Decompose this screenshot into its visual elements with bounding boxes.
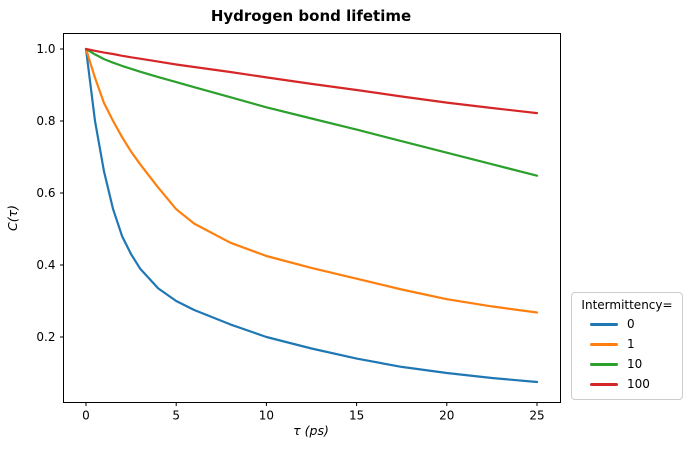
x-tick-label: 20 xyxy=(439,409,454,423)
curves xyxy=(84,47,539,384)
curve-intermittency-100 xyxy=(84,47,539,115)
curve-intermittency-10 xyxy=(84,47,539,177)
legend-entry: 1 xyxy=(578,334,676,354)
legend-entry: 100 xyxy=(578,374,676,394)
legend-entry: 0 xyxy=(578,314,676,334)
legend-line-swatch-icon xyxy=(590,382,618,386)
curve-intermittency-0 xyxy=(84,47,539,384)
y-tick-label: 0.2 xyxy=(36,330,55,344)
y-tick-label: 0.6 xyxy=(36,186,55,200)
chart-title: Hydrogen bond lifetime xyxy=(211,7,411,25)
y-tick-label: 0.4 xyxy=(36,258,55,272)
axes-frame xyxy=(63,33,561,403)
legend-line-swatch-icon xyxy=(590,342,618,346)
x-axis-label: τ (ps) xyxy=(293,423,329,438)
x-tick-label: 15 xyxy=(349,409,364,423)
legend-entry-label: 1 xyxy=(627,337,635,351)
x-tick-label: 0 xyxy=(82,409,90,423)
legend: Intermittency= 0 1 10 100 xyxy=(571,292,683,400)
x-tick-label: 5 xyxy=(172,409,180,423)
y-tick-label: 1.0 xyxy=(36,42,55,56)
legend-entry-label: 10 xyxy=(627,357,643,371)
legend-line-swatch-icon xyxy=(590,362,618,366)
legend-entry-label: 0 xyxy=(627,317,635,331)
legend-title: Intermittency= xyxy=(581,298,673,312)
legend-line-swatch-icon xyxy=(590,322,618,326)
y-tick-label: 0.8 xyxy=(36,114,55,128)
axis-ticks: 0 5 10 15 20 25 0.2 0.4 0.6 0.8 1.0 xyxy=(36,42,544,423)
legend-entry-label: 100 xyxy=(627,377,650,391)
y-axis-label: C(τ) xyxy=(5,205,20,231)
legend-entry: 10 xyxy=(578,354,676,374)
x-tick-label: 10 xyxy=(259,409,274,423)
x-tick-label: 25 xyxy=(529,409,544,423)
curve-intermittency-1 xyxy=(84,47,539,314)
